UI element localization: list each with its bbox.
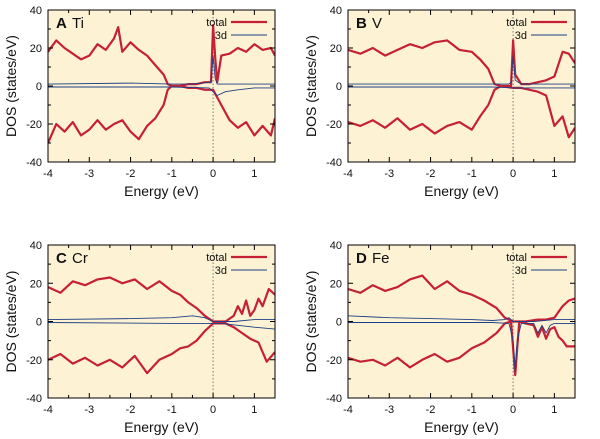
series-3d-down [348,322,575,372]
x-axis-label: Energy (eV) [124,183,199,199]
panel-letter: A [56,15,67,32]
x-tick-label: 1 [251,168,257,180]
x-tick-label: -2 [126,404,136,416]
x-tick-label: -2 [426,168,436,180]
y-axis-label: DOS (states/eV) [3,35,19,137]
y-axis-label: DOS (states/eV) [303,271,319,373]
y-tick-label: 40 [30,240,42,252]
y-tick-label: -40 [326,393,342,405]
y-tick-label: 40 [30,5,42,17]
series-3d-down [48,322,275,330]
x-tick-label: 0 [210,168,216,180]
x-tick-label: 1 [551,404,557,416]
panel-letter: C [56,250,67,267]
panel-element: Ti [72,15,84,32]
y-tick-label: -20 [26,119,42,131]
panel-element: V [372,15,382,32]
x-tick-label: 0 [510,168,516,180]
y-tick-label: 40 [330,240,342,252]
x-axis-label: Energy (eV) [124,419,199,435]
y-tick-label: -40 [326,157,342,169]
x-tick-label: -2 [426,404,436,416]
y-tick-label: 20 [330,43,342,55]
panel-element: Fe [372,250,390,267]
series-3d-up [48,315,275,322]
y-tick-label: -20 [26,355,42,367]
y-tick-label: -40 [26,393,42,405]
series-total-down [348,84,575,139]
plot-background [348,10,575,162]
series-total-up [48,24,275,88]
plot-background [48,10,275,162]
x-tick-label: -1 [467,168,477,180]
y-tick-label: 20 [30,278,42,290]
legend-label-total: total [506,17,527,29]
y-tick-label: 0 [336,317,342,329]
y-tick-label: 0 [36,317,42,329]
plot-background [48,245,275,398]
panel-a: 40 20 0 -20 -40-4 -3 -2 -1 0 1 Energy (eV) DOS (sta… [3,5,276,199]
panel-element: Cr [72,250,88,267]
panel-letter: D [356,250,367,267]
legend-label-total: total [506,252,527,264]
y-axis-label: DOS (states/eV) [3,271,19,373]
y-tick-label: -20 [326,119,342,131]
x-axis-label: Energy (eV) [424,183,499,199]
x-tick-label: -1 [167,404,177,416]
legend-label-3d: 3d [515,30,527,42]
y-tick-label: -40 [26,157,42,169]
x-tick-label: 1 [251,404,257,416]
legend-label-total: total [206,252,227,264]
y-tick-label: 0 [336,81,342,93]
y-tick-label: 40 [330,5,342,17]
x-tick-label: -2 [126,168,136,180]
series-total-down [48,322,275,375]
y-tick-label: -20 [326,355,342,367]
series-3d-up [348,55,575,85]
legend-label-3d: 3d [515,265,527,277]
panel-letter: B [356,15,367,32]
x-axis-label: Energy (eV) [424,419,499,435]
y-tick-label: 20 [330,278,342,290]
legend-label-3d: 3d [215,265,227,277]
x-tick-label: 0 [510,404,516,416]
series-3d-up [348,315,575,322]
y-axis-label: DOS (states/eV) [303,35,319,137]
panel-d: 40 20 0 -20 -40-4 -3 -2 -1 0 1 Energy (eV) DOS (sta… [303,240,576,435]
panel-c: 40 20 0 -20 -40-4 -3 -2 -1 0 1 Energy (eV) DOS (sta… [3,240,276,435]
x-tick-label: 1 [551,168,557,180]
series-3d-down [48,86,275,96]
panel-b: 40 20 0 -20 -40-4 -3 -2 -1 0 1 Energy (eV) DOS (sta… [303,5,576,199]
x-tick-label: -4 [343,404,353,416]
x-tick-label: -1 [467,404,477,416]
series-total-up [348,274,575,323]
x-tick-label: 0 [210,404,216,416]
series-total-up [48,276,275,323]
series-3d-down [348,86,575,89]
y-tick-label: 20 [30,43,42,55]
plot-background [348,245,575,398]
x-tick-label: -4 [43,404,53,416]
x-tick-label: -1 [167,168,177,180]
x-tick-label: -3 [384,404,394,416]
x-tick-label: -4 [343,168,353,180]
series-3d-up [48,55,275,85]
x-tick-label: -3 [84,168,94,180]
x-tick-label: -3 [84,404,94,416]
y-tick-label: 0 [36,81,42,93]
legend-label-total: total [206,17,227,29]
series-total-down [48,84,275,144]
x-tick-label: -3 [384,168,394,180]
x-tick-label: -4 [43,168,53,180]
legend-label-3d: 3d [215,30,227,42]
